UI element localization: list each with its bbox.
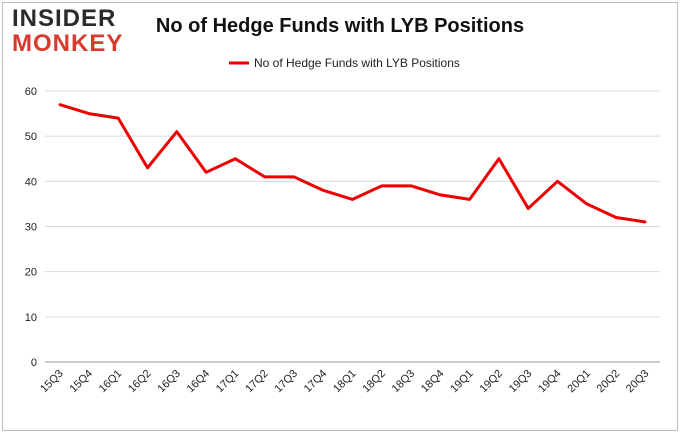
x-tick-label: 16Q1 xyxy=(97,368,125,396)
data-point xyxy=(439,193,442,197)
gridlines xyxy=(45,90,660,363)
x-tick-label: 17Q1 xyxy=(214,368,242,396)
x-tick-label: 15Q4 xyxy=(68,368,96,396)
x-tick-label: 18Q3 xyxy=(390,368,418,396)
data-point xyxy=(556,180,559,183)
y-tick-label: 0 xyxy=(31,357,37,369)
x-axis-ticks: 15Q3 15Q4 16Q1 16Q2 16Q3 16Q4 17Q1 17Q2 17Q3 17Q4… xyxy=(38,368,651,396)
x-tick-label: 20Q2 xyxy=(595,368,623,396)
x-tick-label: 15Q3 xyxy=(38,368,66,396)
data-point xyxy=(58,103,61,106)
data-point xyxy=(409,184,413,188)
y-tick-label: 30 xyxy=(25,222,37,234)
x-tick-label: 20Q3 xyxy=(624,368,652,396)
data-point xyxy=(351,198,354,201)
logo-line-1: INSIDER xyxy=(12,5,117,32)
y-tick-label: 60 xyxy=(25,86,37,98)
legend-label: No of Hedge Funds with LYB Positions xyxy=(254,56,460,70)
y-axis-ticks: 0 10 20 30 40 50 60 xyxy=(25,86,37,369)
x-tick-label: 17Q3 xyxy=(273,368,301,396)
x-tick-label: 18Q2 xyxy=(360,368,388,396)
insider-monkey-logo: INSIDER MONKEY xyxy=(12,7,128,57)
data-point xyxy=(468,198,471,201)
y-tick-label: 50 xyxy=(25,131,37,143)
data-point xyxy=(292,175,296,179)
series-layer xyxy=(58,103,647,224)
x-tick-label: 19Q1 xyxy=(448,368,476,396)
x-tick-label: 17Q2 xyxy=(243,368,271,396)
data-point xyxy=(234,157,237,160)
data-point xyxy=(322,189,325,192)
x-tick-label: 19Q2 xyxy=(478,368,506,396)
data-point xyxy=(117,116,120,120)
x-tick-label: 19Q3 xyxy=(507,368,535,396)
legend: No of Hedge Funds with LYB Positions xyxy=(229,56,460,70)
data-point xyxy=(527,207,530,210)
x-tick-label: 20Q1 xyxy=(565,368,593,396)
y-tick-label: 20 xyxy=(25,267,37,279)
data-point xyxy=(644,220,647,224)
x-tick-label: 16Q3 xyxy=(155,368,183,396)
data-point xyxy=(614,216,618,219)
data-point xyxy=(87,112,91,115)
x-tick-label: 16Q2 xyxy=(126,368,154,396)
x-tick-label: 17Q4 xyxy=(302,368,330,396)
data-point xyxy=(585,202,588,206)
x-tick-label: 18Q4 xyxy=(419,368,447,396)
y-tick-label: 10 xyxy=(25,312,37,324)
data-point xyxy=(380,184,383,188)
data-point xyxy=(497,157,501,160)
data-point xyxy=(146,166,149,169)
chart-title: No of Hedge Funds with LYB Positions xyxy=(155,15,525,37)
data-point xyxy=(204,171,208,174)
x-tick-label: 19Q4 xyxy=(536,368,564,396)
data-point xyxy=(263,175,266,179)
x-tick-label: 16Q4 xyxy=(185,368,213,396)
x-tick-label: 18Q1 xyxy=(331,368,359,396)
data-point xyxy=(175,130,178,133)
logo-line-2: MONKEY xyxy=(12,30,124,57)
series-line xyxy=(59,103,646,224)
y-tick-label: 40 xyxy=(25,176,37,188)
